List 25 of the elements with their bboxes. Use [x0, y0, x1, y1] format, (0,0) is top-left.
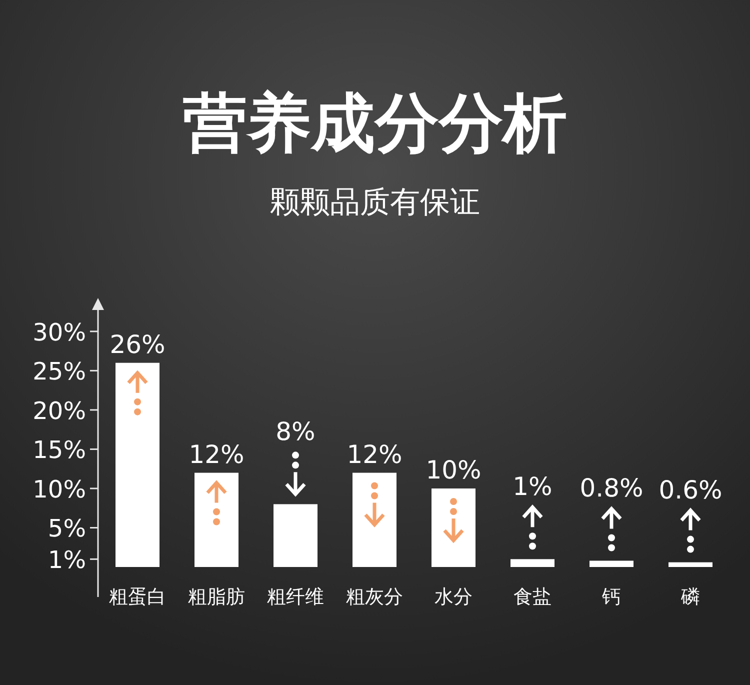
- value-label: 12%: [188, 440, 244, 469]
- x-label: 粗纤维: [267, 586, 324, 608]
- value-label: 1%: [512, 472, 552, 502]
- x-label: 钙: [602, 586, 621, 608]
- subtitle: 颗颗品质有保证: [270, 185, 480, 220]
- value-label: 12%: [346, 440, 402, 469]
- x-label: 粗蛋白: [109, 586, 166, 608]
- x-label: 水分: [434, 586, 472, 608]
- y-tick-label: 1%: [48, 546, 86, 574]
- value-label: 0.8%: [580, 474, 644, 503]
- y-tick-label: 10%: [32, 475, 86, 504]
- x-label: 磷: [681, 586, 700, 608]
- y-tick-label: 5%: [48, 514, 86, 543]
- y-tick-label: 15%: [32, 436, 86, 464]
- y-tick-label: 25%: [32, 358, 86, 386]
- value-label: 8%: [276, 417, 316, 446]
- x-label: 粗脂肪: [188, 586, 245, 608]
- x-label: 粗灰分: [346, 586, 403, 608]
- title: 营养成分分析: [183, 87, 567, 161]
- value-label: 10%: [426, 455, 482, 484]
- x-label: 食盐: [514, 586, 552, 608]
- y-tick-label: 30%: [32, 318, 86, 346]
- y-tick-label: 20%: [32, 396, 86, 425]
- value-label: 26%: [110, 330, 166, 359]
- value-label: 0.6%: [658, 475, 722, 504]
